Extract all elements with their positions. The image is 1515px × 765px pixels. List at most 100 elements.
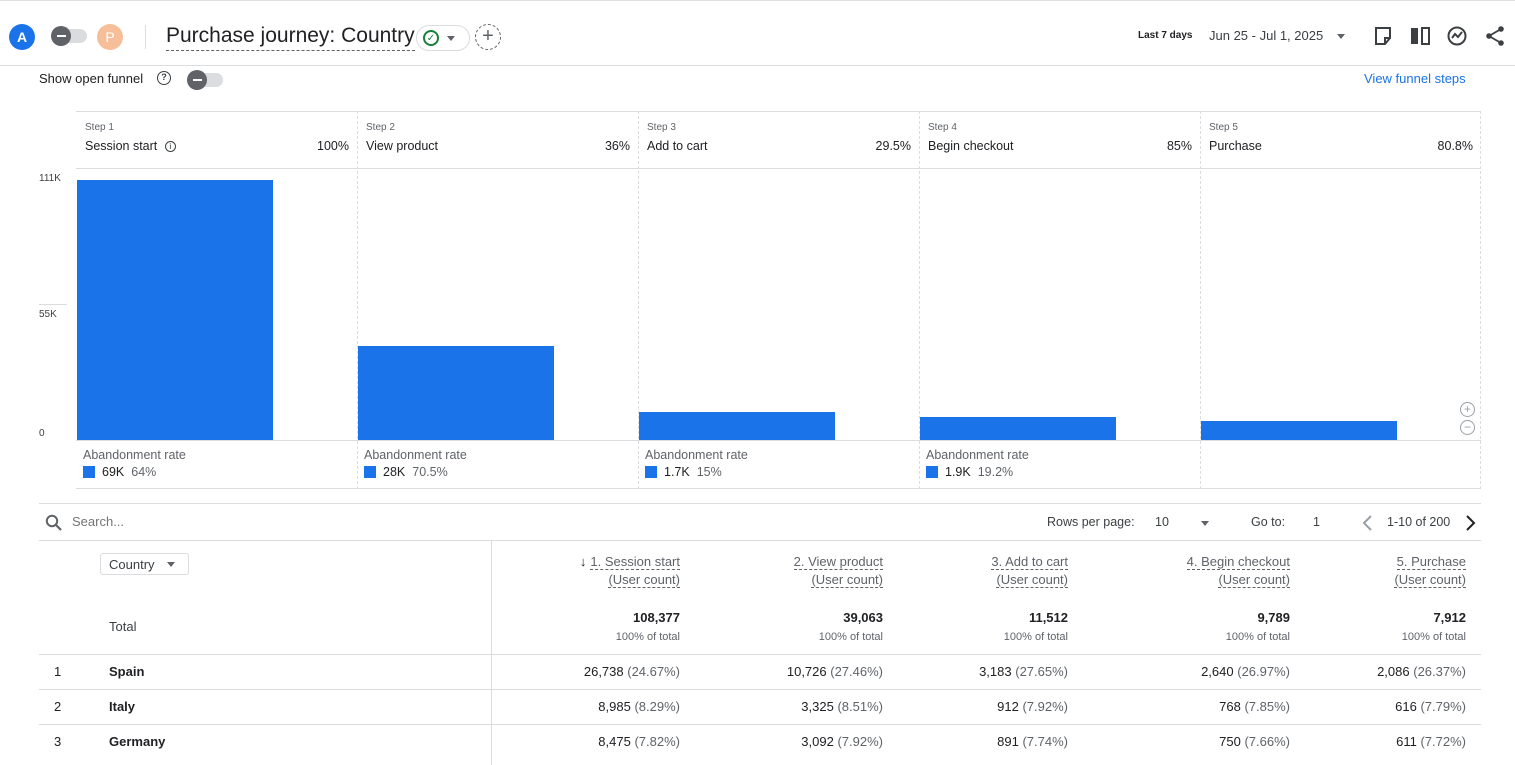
step-name: Begin checkout (928, 139, 1014, 153)
step-column-divider (919, 111, 920, 489)
compare-icon[interactable] (1409, 25, 1431, 47)
top-bar: A P Purchase journey: Country ✓ + Last 7… (0, 0, 1515, 66)
abandonment-percent: 70.5% (412, 465, 448, 479)
abandonment-count: 1.7K (664, 465, 690, 479)
segment-avatar-a[interactable]: A (9, 24, 35, 50)
column-separator (491, 541, 492, 765)
y-tick-label: 111K (39, 173, 61, 184)
legend-swatch (645, 466, 657, 478)
funnel-step-header[interactable]: Step 1 Session start i 100% (76, 111, 357, 168)
toggle-knob (187, 70, 207, 90)
abandonment-rate[interactable]: Abandonment rate 1.7K 15% (645, 448, 748, 479)
step-column-divider (357, 111, 358, 489)
funnel-bar[interactable] (77, 180, 273, 440)
abandonment-rate[interactable]: Abandonment rate 28K 70.5% (364, 448, 467, 479)
funnel-step-header[interactable]: Step 4 Begin checkout 85% (919, 111, 1200, 168)
column-header[interactable]: 4. Begin checkout (User count) (1186, 554, 1290, 588)
total-value: 108,377 (633, 610, 680, 625)
cell-value: 611 (7.72%) (1396, 734, 1466, 749)
cell-value: 2,640 (26.97%) (1201, 664, 1290, 679)
y-tick-label: 55K (39, 309, 57, 320)
view-funnel-steps-link[interactable]: View funnel steps (1364, 71, 1466, 86)
search-input[interactable] (72, 514, 372, 529)
funnel-step-header[interactable]: Step 5 Purchase 80.8% (1200, 111, 1481, 168)
funnel-step-header[interactable]: Step 3 Add to cart 29.5% (638, 111, 919, 168)
cell-value: 2,086 (26.37%) (1377, 664, 1466, 679)
abandonment-title: Abandonment rate (83, 448, 186, 462)
column-header[interactable]: 3. Add to cart (User count) (991, 554, 1068, 588)
abandonment-percent: 19.2% (977, 465, 1014, 479)
funnel-bar[interactable] (358, 346, 554, 440)
table-row[interactable]: 3 Germany 8,475 (7.82%) 3,092 (7.92%) 891 (7… (39, 724, 1481, 759)
cell-value: 10,726 (27.46%) (786, 664, 883, 679)
table-row[interactable]: 1 Spain 26,738 (24.67%) 10,726 (27.46%) 3,18… (39, 654, 1481, 689)
column-header[interactable]: ↓ 1. Session start (User count) (579, 554, 680, 588)
funnel-bar[interactable] (1201, 421, 1397, 440)
total-label: Total (109, 619, 137, 634)
total-subtext: 100% of total (1003, 631, 1068, 643)
zoom-in-icon[interactable]: + (1460, 402, 1475, 417)
divider (145, 25, 146, 49)
step-percentage: 100% (317, 139, 349, 153)
funnel-chart: 111K 55K 0 + − Step 1 Session start i 100%… (39, 111, 1481, 489)
cell-value: 891 (7.74%) (997, 734, 1068, 749)
legend-swatch (364, 466, 376, 478)
date-dropdown-icon[interactable] (1337, 34, 1345, 39)
zoom-out-icon[interactable]: − (1460, 420, 1475, 435)
row-index: 2 (54, 699, 62, 714)
check-icon: ✓ (423, 30, 439, 46)
total-subtext: 100% of total (615, 631, 680, 643)
dimension-label: Country (109, 556, 155, 572)
chevron-down-icon (447, 35, 455, 41)
legend-swatch (83, 466, 95, 478)
chevron-down-icon[interactable] (1201, 521, 1209, 526)
step-number: Step 2 (366, 122, 395, 133)
segment-toggle[interactable] (51, 26, 87, 46)
toggle-knob (51, 26, 71, 46)
step-name: Session start i (85, 139, 176, 153)
sort-arrow-icon: ↓ (579, 554, 587, 569)
share-icon[interactable] (1484, 25, 1506, 47)
cell-value: 8,475 (7.82%) (598, 734, 680, 749)
insights-icon[interactable] (1446, 25, 1468, 47)
dimension-selector[interactable]: Country (100, 553, 189, 575)
step-column-divider (1200, 111, 1201, 489)
add-comparison-button[interactable]: + (475, 24, 501, 50)
chevron-left-icon[interactable] (1361, 514, 1375, 532)
column-header[interactable]: 2. View product (User count) (793, 554, 883, 588)
cell-value: 3,183 (27.65%) (979, 664, 1068, 679)
step-name: View product (366, 139, 439, 153)
info-icon[interactable]: i (164, 141, 176, 152)
status-chip[interactable]: ✓ (416, 25, 470, 51)
open-funnel-toggle[interactable] (187, 70, 223, 90)
abandonment-title: Abandonment rate (364, 448, 467, 462)
date-preset-label[interactable]: Last 7 days (1138, 30, 1193, 41)
funnel-step-header[interactable]: Step 2 View product 36% (357, 111, 638, 168)
table-row[interactable]: 2 Italy 8,985 (8.29%) 3,325 (8.51%) 912 (7.9… (39, 689, 1481, 724)
rows-per-page-select[interactable]: 10 (1155, 515, 1169, 529)
abandonment-rate[interactable]: Abandonment rate 1.9K 19.2% (926, 448, 1029, 479)
go-to-label: Go to: (1251, 515, 1286, 529)
funnel-bar[interactable] (639, 412, 835, 440)
show-open-funnel-label: Show open funnel (39, 71, 144, 86)
header-separator (76, 168, 1481, 169)
table-toolbar: Rows per page: 10 Go to: 1 1-10 of 200 (39, 503, 1481, 541)
abandonment-rate[interactable]: Abandonment rate 69K 64% (83, 448, 186, 479)
chevron-right-icon[interactable] (1463, 514, 1477, 532)
go-to-input[interactable]: 1 (1313, 515, 1320, 529)
step-number: Step 1 (85, 122, 114, 133)
help-icon[interactable]: ? (157, 71, 171, 85)
segment-avatar-p[interactable]: P (97, 24, 123, 50)
abandonment-percent: 15% (696, 465, 722, 479)
page-title[interactable]: Purchase journey: Country (166, 23, 415, 51)
annotation-icon[interactable] (1372, 25, 1394, 47)
step-percentage: 36% (604, 139, 630, 153)
funnel-bar[interactable] (920, 416, 1116, 440)
country-name: Italy (109, 699, 136, 714)
date-range[interactable]: Jun 25 - Jul 1, 2025 (1209, 28, 1324, 43)
column-header[interactable]: 5. Purchase (User count) (1394, 554, 1466, 588)
cell-value: 750 (7.66%) (1219, 734, 1290, 749)
abandonment-percent: 64% (131, 465, 157, 479)
step-percentage: 85% (1166, 139, 1192, 153)
abandonment-title: Abandonment rate (645, 448, 748, 462)
